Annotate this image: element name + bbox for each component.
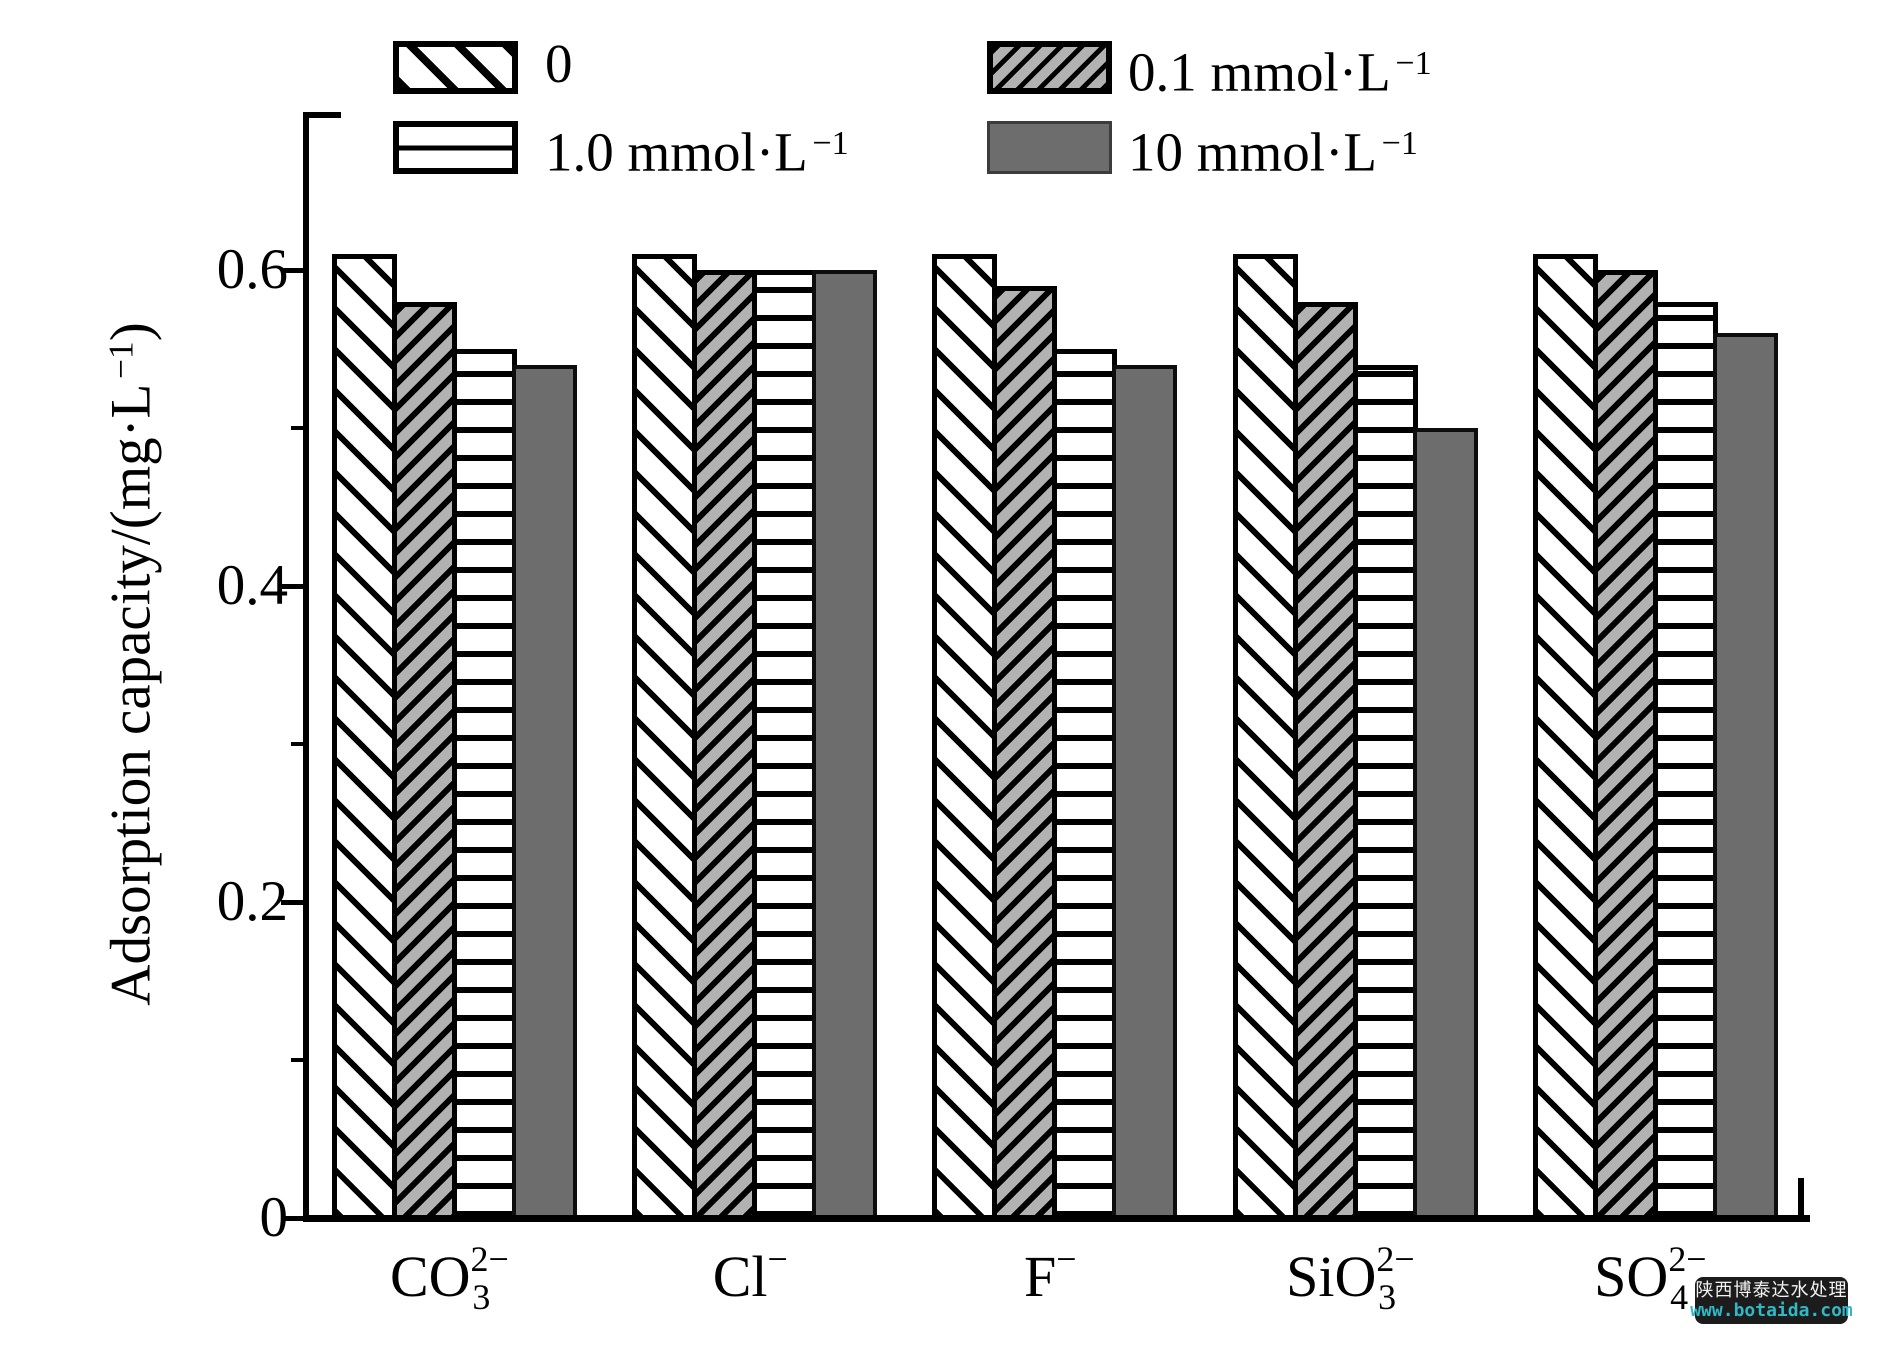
x-category-scripts: −	[768, 1241, 797, 1296]
y-minor-tick	[291, 742, 306, 746]
y-major-tick	[281, 584, 306, 589]
legend-swatch-series2	[393, 121, 518, 174]
legend-label-series1: 0.1 mmol·L −1	[1128, 33, 1432, 103]
bar-co3-series2	[452, 349, 517, 1222]
x-category-subscript: 3	[472, 1276, 491, 1317]
bar-co3-series1	[392, 301, 457, 1222]
legend-swatch-series0	[393, 41, 518, 94]
bar-cl-series0	[632, 254, 697, 1222]
bar-f-series3	[1112, 364, 1177, 1222]
bar-cl-series3	[812, 270, 877, 1222]
bar-so4-series1	[1593, 270, 1658, 1222]
bar-sio3-series2	[1353, 364, 1418, 1222]
bar-f-series2	[1052, 349, 1117, 1222]
legend-label-text: 0.1 mmol·L	[1128, 41, 1391, 103]
axis-right-stub	[1798, 1178, 1804, 1222]
x-category-scripts: 2− 3	[471, 1241, 520, 1315]
x-category-superscript: 2−	[1376, 1239, 1415, 1280]
bar-f-series1	[992, 285, 1057, 1222]
x-category-subscript: 4	[1670, 1276, 1689, 1317]
legend-label-series3: 10 mmol·L −1	[1128, 113, 1418, 183]
legend-label-superscript: −1	[1395, 45, 1432, 82]
x-category-scripts: 2− 4	[1668, 1241, 1717, 1315]
x-category-base: F	[1023, 1244, 1057, 1309]
y-major-tick	[281, 1216, 306, 1221]
x-category-label-so4: SO 2− 4	[1594, 1241, 1717, 1315]
bar-so4-series0	[1533, 254, 1598, 1222]
x-category-base: SiO	[1286, 1244, 1377, 1309]
bar-sio3-series3	[1413, 428, 1478, 1222]
y-tick-label: 0.6	[216, 238, 288, 301]
y-axis-title-superscript: −1	[101, 341, 141, 379]
y-tick-label: 0	[259, 1186, 289, 1249]
x-category-label-sio3: SiO 2− 3	[1286, 1241, 1425, 1315]
legend-swatch-series1	[987, 41, 1112, 94]
bar-co3-series0	[332, 254, 397, 1222]
x-category-superscript: −	[1056, 1239, 1077, 1280]
bar-cl-series2	[752, 270, 817, 1222]
x-axis-baseline	[303, 1215, 1810, 1222]
x-category-superscript: 2−	[470, 1239, 509, 1280]
x-category-subscript: 3	[1378, 1276, 1397, 1317]
x-category-label-f: F −	[1024, 1241, 1085, 1306]
x-category-label-cl: Cl −	[713, 1241, 797, 1306]
legend-label-superscript: −1	[812, 125, 849, 162]
legend-label-series2: 1.0 mmol·L −1	[545, 113, 849, 183]
watermark-company-text: 陕西博泰达水处理	[1695, 1280, 1848, 1301]
legend-label-text: 0	[545, 33, 573, 94]
watermark-url-link[interactable]: www.botaida.com	[1690, 1300, 1853, 1321]
axis-top-stub	[303, 112, 341, 118]
bar-cl-series1	[692, 270, 757, 1222]
watermark[interactable]: 陕西博泰达水处理 www.botaida.com	[1690, 1277, 1853, 1324]
bar-f-series0	[932, 254, 997, 1222]
y-minor-tick	[291, 426, 306, 430]
bar-so4-series3	[1713, 333, 1778, 1222]
x-category-base: CO	[389, 1244, 471, 1309]
y-tick-label: 0.4	[216, 554, 288, 617]
y-minor-tick	[291, 1058, 306, 1062]
legend-label-series0: 0	[545, 33, 573, 95]
y-tick-label: 0.2	[216, 870, 288, 933]
x-category-base: SO	[1594, 1244, 1669, 1309]
x-category-base: Cl	[712, 1244, 768, 1309]
legend-label-superscript: −1	[1381, 125, 1418, 162]
x-category-label-co3: CO 2− 3	[390, 1241, 520, 1315]
bar-sio3-series1	[1293, 301, 1358, 1222]
bar-co3-series3	[512, 364, 577, 1222]
y-major-tick	[281, 268, 306, 273]
y-axis-spine	[303, 112, 309, 1222]
bar-sio3-series0	[1233, 254, 1298, 1222]
x-category-superscript: 2−	[1668, 1239, 1707, 1280]
legend-swatch-series3	[987, 121, 1112, 174]
x-category-scripts: −	[1056, 1241, 1085, 1296]
x-category-scripts: 2− 3	[1376, 1241, 1425, 1315]
legend-label-text: 10 mmol·L	[1128, 121, 1378, 183]
y-major-tick	[281, 900, 306, 905]
x-category-superscript: −	[767, 1239, 788, 1280]
legend-label-text: 1.0 mmol·L	[545, 121, 808, 183]
bar-so4-series2	[1653, 301, 1718, 1222]
